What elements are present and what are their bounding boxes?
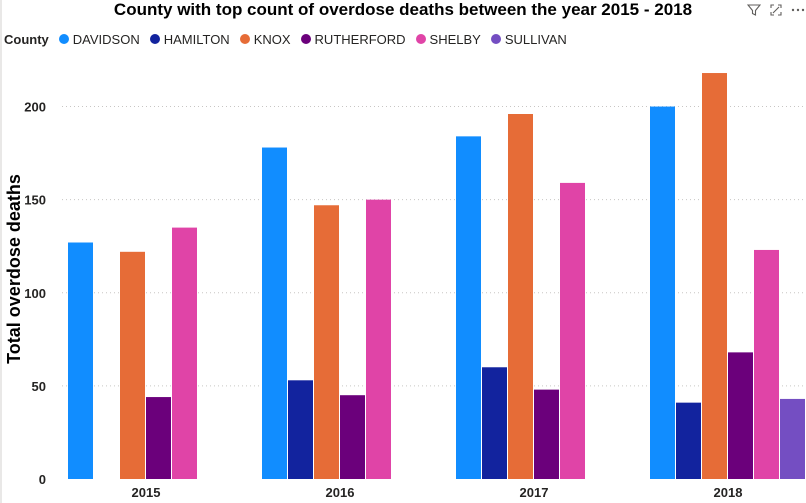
legend-item-shelby[interactable]: SHELBY: [415, 31, 481, 47]
legend-marker: [490, 34, 501, 44]
legend-label: RUTHERFORD: [314, 31, 406, 47]
legend-marker: [58, 34, 69, 44]
legend-marker: [300, 34, 311, 44]
legend-marker: [149, 34, 160, 44]
bar-sullivan-2018[interactable]: [780, 398, 805, 479]
y-tick-label: 150: [24, 193, 46, 208]
bar-knox-2017[interactable]: [508, 114, 533, 479]
legend-item-knox[interactable]: KNOX: [239, 31, 291, 47]
legend-label: HAMILTON: [163, 31, 230, 47]
legend-item-hamilton[interactable]: HAMILTON: [149, 31, 230, 47]
bar-knox-2015[interactable]: [120, 251, 145, 479]
left-edge-marker: [0, 0, 2, 503]
bar-davidson-2018[interactable]: [650, 106, 675, 480]
chart-legend: County DAVIDSON HAMILTON KNOX RUTHERFORD SHE…: [4, 30, 577, 48]
x-tick-label: 2017: [520, 485, 549, 500]
legend-marker: [415, 34, 426, 44]
y-tick-label: 50: [32, 379, 46, 394]
legend-items: DAVIDSON HAMILTON KNOX RUTHERFORD SHELBY SULL…: [58, 31, 577, 47]
bar-hamilton-2017[interactable]: [482, 367, 507, 479]
bar-davidson-2016[interactable]: [262, 147, 287, 479]
legend-title: County: [4, 31, 49, 47]
bar-shelby-2016[interactable]: [366, 199, 391, 479]
bar-davidson-2015[interactable]: [68, 242, 93, 479]
x-tick-label: 2016: [326, 485, 355, 500]
bar-hamilton-2018[interactable]: [676, 402, 701, 479]
y-tick-label: 0: [39, 472, 46, 487]
more-options-icon[interactable]: [790, 2, 806, 18]
y-tick-label: 200: [24, 100, 46, 115]
bar-davidson-2017[interactable]: [456, 136, 481, 479]
bar-hamilton-2016[interactable]: [288, 380, 313, 479]
bar-knox-2016[interactable]: [314, 205, 339, 479]
bar-rutherford-2016[interactable]: [340, 395, 365, 479]
legend-item-davidson[interactable]: DAVIDSON: [58, 31, 140, 47]
y-tick-label: 100: [24, 286, 46, 301]
x-tick-label: 2015: [132, 485, 161, 500]
bar-shelby-2018[interactable]: [754, 249, 779, 479]
x-tick-label: 2018: [714, 485, 743, 500]
visual-header-toolbar: [746, 0, 806, 20]
focus-mode-icon[interactable]: [768, 2, 784, 18]
legend-label: KNOX: [253, 31, 291, 47]
legend-label: SULLIVAN: [504, 31, 567, 47]
legend-item-sullivan[interactable]: SULLIVAN: [490, 31, 567, 47]
bar-rutherford-2018[interactable]: [728, 352, 753, 479]
legend-label: SHELBY: [429, 31, 481, 47]
legend-label: DAVIDSON: [72, 31, 140, 47]
bar-shelby-2015[interactable]: [172, 227, 197, 479]
y-axis-title: Total overdose deaths: [4, 174, 24, 364]
legend-marker: [239, 34, 250, 44]
chart-title: County with top count of overdose deaths…: [113, 0, 693, 19]
bar-rutherford-2017[interactable]: [534, 389, 559, 479]
bar-shelby-2017[interactable]: [560, 182, 585, 479]
bar-rutherford-2015[interactable]: [146, 397, 171, 479]
legend-item-rutherford[interactable]: RUTHERFORD: [300, 31, 406, 47]
filter-icon[interactable]: [746, 2, 762, 18]
bar-knox-2018[interactable]: [702, 73, 727, 479]
